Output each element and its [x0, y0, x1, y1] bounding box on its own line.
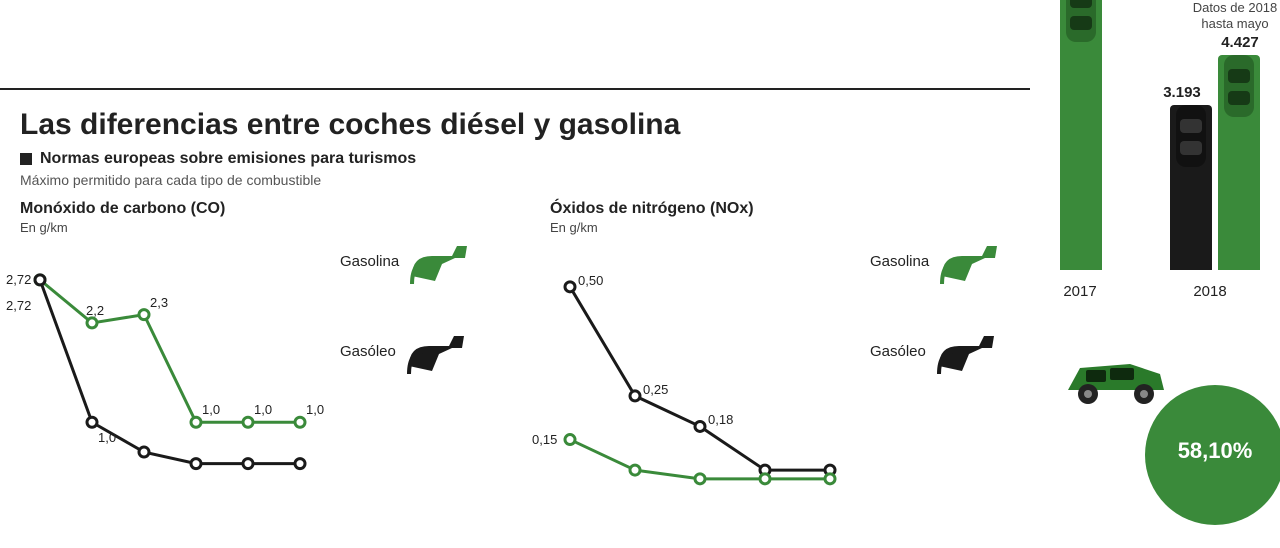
chart-nox: Óxidos de nitrógeno (NOx) En g/km 0,50 0,…	[550, 200, 1040, 540]
legend-gasolina: Gasolina	[340, 236, 500, 286]
chart-co-plot: 2,722,22,31,01,01,02,721,0	[20, 245, 320, 525]
car-top-icon	[1220, 51, 1258, 121]
data-point-label: 0,18	[708, 412, 733, 427]
chart-co-title: Monóxido de carbono (CO)	[20, 200, 510, 218]
legend-gasoleo: Gasóleo	[870, 326, 1030, 376]
subtitle-light: Máximo permitido para cada tipo de combu…	[20, 172, 321, 188]
legend-gasoleo-label: Gasóleo	[340, 343, 396, 360]
data-point-label: 1,0	[306, 402, 324, 417]
square-bullet-icon	[20, 153, 32, 165]
data-point-label: 0,50	[578, 273, 603, 288]
bar-2018-black-label: 3.193	[1152, 84, 1212, 101]
car-top-icon	[1062, 0, 1100, 46]
subtitle-bold-text: Normas europeas sobre emisiones para tur…	[40, 150, 416, 167]
data-point-label: 1,0	[254, 402, 272, 417]
data-point-label: 0,15	[532, 432, 557, 447]
chart-co-unit: En g/km	[20, 220, 510, 235]
chart-co-legend: Gasolina Gasóleo	[340, 236, 500, 416]
chart-nox-plot: 0,500,250,180,15	[550, 245, 850, 525]
year-2018: 2018	[1180, 283, 1240, 300]
subtitle-bold: Normas europeas sobre emisiones para tur…	[20, 150, 416, 168]
data-point-label: 2,3	[150, 295, 168, 310]
main-title: Las diferencias entre coches diésel y ga…	[20, 108, 680, 142]
sidebar-bars: 8.719 3.193 4.427 2017 2018	[1040, 0, 1280, 330]
data-point-label: 2,2	[86, 303, 104, 318]
fuel-nozzle-icon	[407, 236, 477, 286]
legend-gasolina-label: Gasolina	[340, 253, 399, 270]
fuel-nozzle-icon	[934, 326, 1004, 376]
data-point-label: 1,0	[202, 402, 220, 417]
bar-2017-green	[1060, 0, 1102, 270]
infographic-root: Las diferencias entre coches diésel y ga…	[0, 0, 1280, 548]
year-2017: 2017	[1050, 283, 1110, 300]
bar-2018-black	[1170, 105, 1212, 270]
chart-nox-legend: Gasolina Gasóleo	[870, 236, 1030, 416]
legend-gasolina: Gasolina	[870, 236, 1030, 286]
legend-gasolina-label: Gasolina	[870, 253, 929, 270]
chart-nox-unit: En g/km	[550, 220, 1040, 235]
legend-gasoleo-label: Gasóleo	[870, 343, 926, 360]
data-point-label: 1,0	[98, 430, 116, 445]
data-point-label: 2,72	[6, 298, 31, 313]
horizontal-rule	[0, 88, 1030, 90]
percentage-value: 58,10%	[1140, 438, 1280, 464]
chart-co: Monóxido de carbono (CO) En g/km 2,722,2…	[20, 200, 510, 540]
data-point-label: 0,25	[643, 382, 668, 397]
fuel-nozzle-icon	[404, 326, 474, 376]
fuel-nozzle-icon	[937, 236, 1007, 286]
percentage-circle: 58,10%	[1140, 380, 1280, 530]
bar-2018-green-label: 4.427	[1210, 34, 1270, 51]
chart-nox-title: Óxidos de nitrógeno (NOx)	[550, 200, 1040, 218]
legend-gasoleo: Gasóleo	[340, 326, 500, 376]
data-point-label: 2,72	[6, 272, 31, 287]
bar-2018-green	[1218, 55, 1260, 270]
car-top-icon	[1172, 101, 1210, 171]
